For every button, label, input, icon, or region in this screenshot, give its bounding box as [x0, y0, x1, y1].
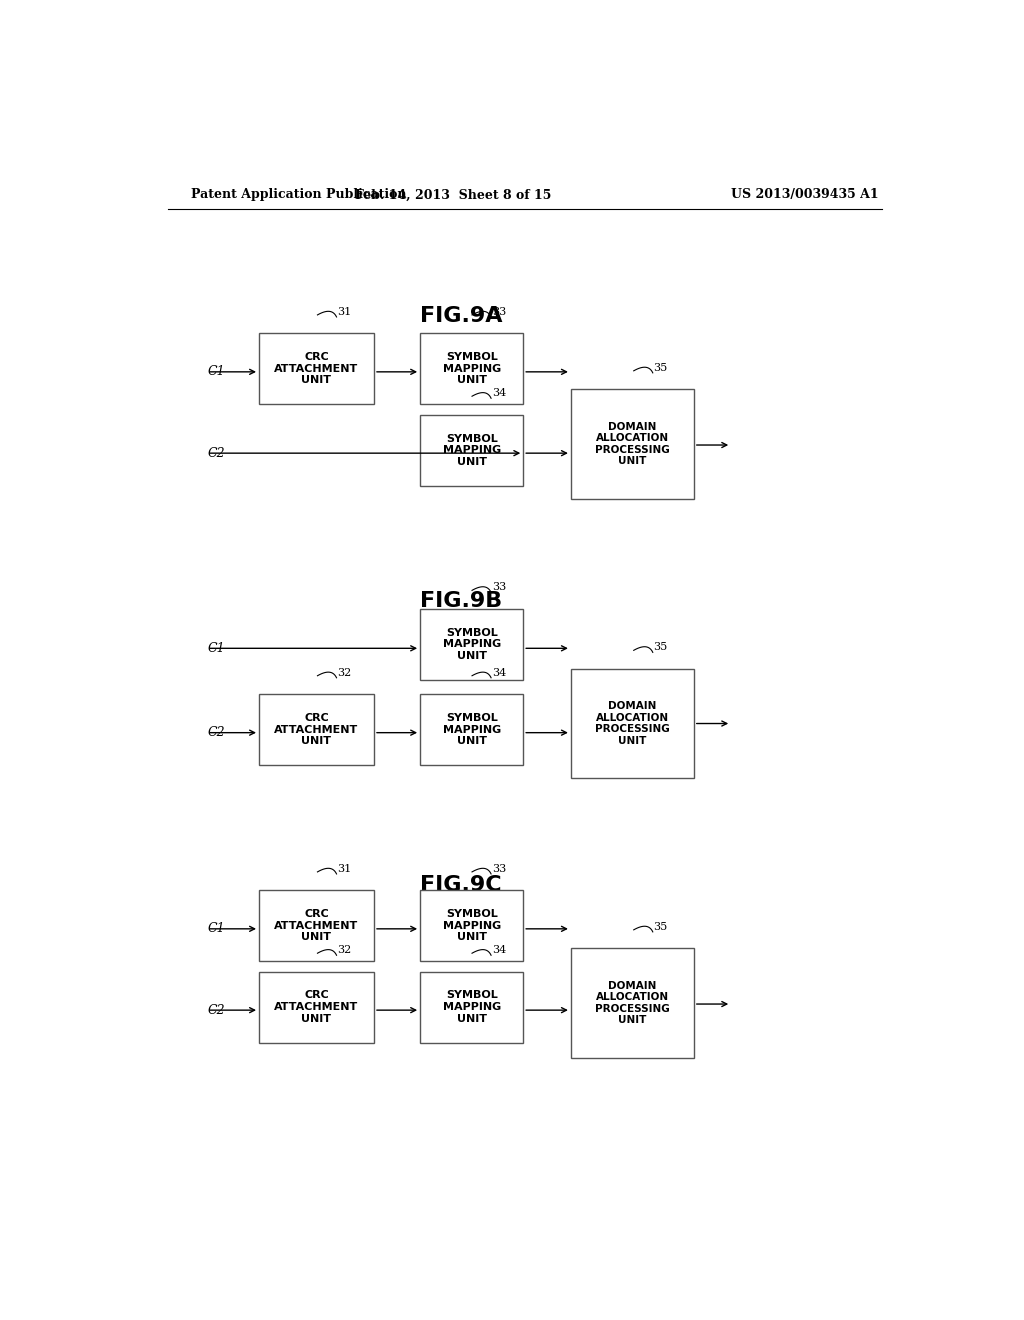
Bar [420, 414, 523, 486]
Bar [259, 333, 374, 404]
Text: C2: C2 [207, 726, 225, 739]
Text: Patent Application Publication: Patent Application Publication [191, 189, 407, 202]
Text: 34: 34 [492, 668, 506, 677]
Text: SYMBOL
MAPPING
UNIT: SYMBOL MAPPING UNIT [442, 990, 501, 1024]
Text: SYMBOL
MAPPING
UNIT: SYMBOL MAPPING UNIT [442, 909, 501, 942]
Bar [570, 669, 694, 779]
Bar [570, 948, 694, 1057]
Text: SYMBOL
MAPPING
UNIT: SYMBOL MAPPING UNIT [442, 713, 501, 746]
Text: CRC
ATTACHMENT
UNIT: CRC ATTACHMENT UNIT [274, 352, 358, 385]
Text: FIG.9B: FIG.9B [420, 590, 503, 611]
Text: 34: 34 [492, 388, 506, 399]
Text: 33: 33 [492, 582, 506, 593]
Text: CRC
ATTACHMENT
UNIT: CRC ATTACHMENT UNIT [274, 990, 358, 1024]
Text: 32: 32 [337, 945, 351, 956]
Text: SYMBOL
MAPPING
UNIT: SYMBOL MAPPING UNIT [442, 433, 501, 467]
Text: C1: C1 [207, 642, 225, 655]
Bar [570, 389, 694, 499]
Text: FIG.9C: FIG.9C [421, 875, 502, 895]
Text: 34: 34 [492, 945, 506, 956]
Text: C2: C2 [207, 1003, 225, 1016]
Text: US 2013/0039435 A1: US 2013/0039435 A1 [731, 189, 879, 202]
Text: 35: 35 [653, 643, 668, 652]
Text: 31: 31 [337, 308, 351, 317]
Text: DOMAIN
ALLOCATION
PROCESSING
UNIT: DOMAIN ALLOCATION PROCESSING UNIT [595, 701, 670, 746]
Bar [420, 609, 523, 680]
Text: 32: 32 [337, 668, 351, 677]
Text: C1: C1 [207, 923, 225, 936]
Text: 31: 31 [337, 865, 351, 874]
Text: SYMBOL
MAPPING
UNIT: SYMBOL MAPPING UNIT [442, 352, 501, 385]
Bar [420, 890, 523, 961]
Bar [259, 890, 374, 961]
Text: Feb. 14, 2013  Sheet 8 of 15: Feb. 14, 2013 Sheet 8 of 15 [355, 189, 552, 202]
Bar [420, 972, 523, 1043]
Bar [420, 333, 523, 404]
Bar [420, 694, 523, 766]
Bar [259, 972, 374, 1043]
Text: C2: C2 [207, 446, 225, 459]
Text: 33: 33 [492, 865, 506, 874]
Text: DOMAIN
ALLOCATION
PROCESSING
UNIT: DOMAIN ALLOCATION PROCESSING UNIT [595, 421, 670, 466]
Bar [259, 694, 374, 766]
Text: FIG.9A: FIG.9A [420, 306, 503, 326]
Text: 35: 35 [653, 363, 668, 372]
Text: 35: 35 [653, 921, 668, 932]
Text: DOMAIN
ALLOCATION
PROCESSING
UNIT: DOMAIN ALLOCATION PROCESSING UNIT [595, 981, 670, 1026]
Text: SYMBOL
MAPPING
UNIT: SYMBOL MAPPING UNIT [442, 627, 501, 661]
Text: C1: C1 [207, 366, 225, 379]
Text: CRC
ATTACHMENT
UNIT: CRC ATTACHMENT UNIT [274, 713, 358, 746]
Text: 33: 33 [492, 308, 506, 317]
Text: CRC
ATTACHMENT
UNIT: CRC ATTACHMENT UNIT [274, 909, 358, 942]
